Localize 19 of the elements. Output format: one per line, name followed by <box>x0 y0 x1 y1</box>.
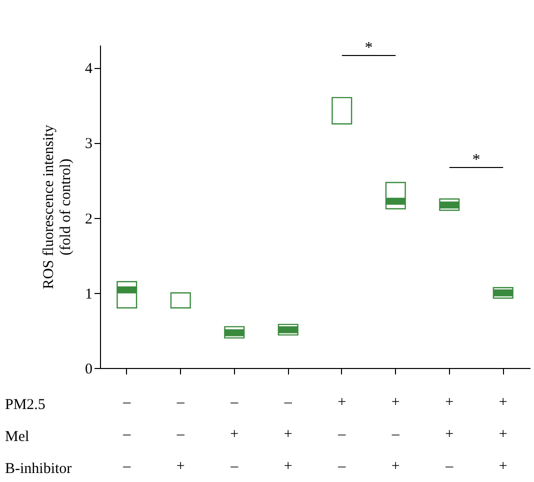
y-tick-label: 0 <box>85 362 92 378</box>
annotation: * <box>472 151 480 168</box>
x-tick-label: – – – <box>122 394 132 474</box>
x-tick-label: – + – <box>230 394 239 474</box>
x-tick-label: + + – <box>444 394 454 474</box>
x-tick-label: – + + <box>283 394 292 474</box>
x-tick-label: – – + <box>176 394 185 474</box>
y-tick-label: 3 <box>85 136 92 152</box>
annotation: * <box>364 40 373 57</box>
x-tick-label: + + + <box>498 394 508 474</box>
y-tick-label: 4 <box>85 61 93 78</box>
y-tick-label: 2 <box>85 211 92 228</box>
text: B-inhibitor <box>5 461 72 477</box>
y-tick-label: 1 <box>85 286 92 302</box>
y-axis-title: ROS fluorescence intensity (fold of control) <box>41 124 74 290</box>
x-tick-label: + – – <box>337 394 346 474</box>
x-tick-label: + – + <box>390 394 400 474</box>
text: PM2.5 <box>5 397 46 413</box>
text: Mel <box>5 429 30 445</box>
